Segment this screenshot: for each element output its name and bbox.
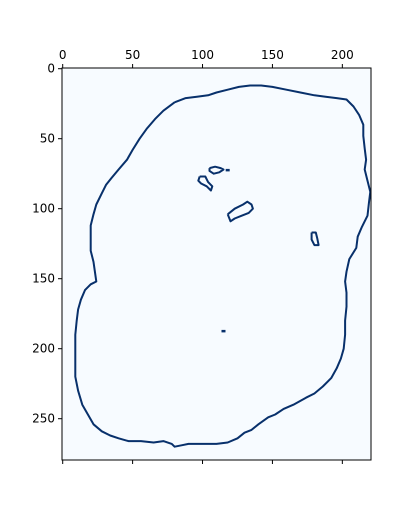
plot-background <box>62 68 371 460</box>
island-contour-4 <box>310 231 320 247</box>
outline-contour <box>74 84 372 448</box>
y-tick-label-100: 100 <box>32 202 55 216</box>
island-contour-2 <box>197 175 214 192</box>
x-tick-label-150: 150 <box>261 48 284 62</box>
plot-frame <box>61 67 372 461</box>
axes: 0 50 100 150 200 0 50 100 150 200 250 <box>32 48 354 464</box>
y-tick-label-150: 150 <box>32 272 55 286</box>
island-contour-3 <box>226 200 254 223</box>
x-tick-label-0: 0 <box>59 48 67 62</box>
x-tick-label-200: 200 <box>331 48 354 62</box>
y-tick-label-0: 0 <box>47 62 55 76</box>
island-contour-1 <box>208 165 225 175</box>
x-tick-label-100: 100 <box>191 48 214 62</box>
dot-mark-1 <box>225 168 230 172</box>
y-tick-label-50: 50 <box>40 132 55 146</box>
y-tick-label-200: 200 <box>32 342 55 356</box>
dot-mark-2 <box>221 329 226 333</box>
contour-marks <box>74 84 372 448</box>
y-tick-label-250: 250 <box>32 412 55 426</box>
x-tick-label-50: 50 <box>125 48 140 62</box>
